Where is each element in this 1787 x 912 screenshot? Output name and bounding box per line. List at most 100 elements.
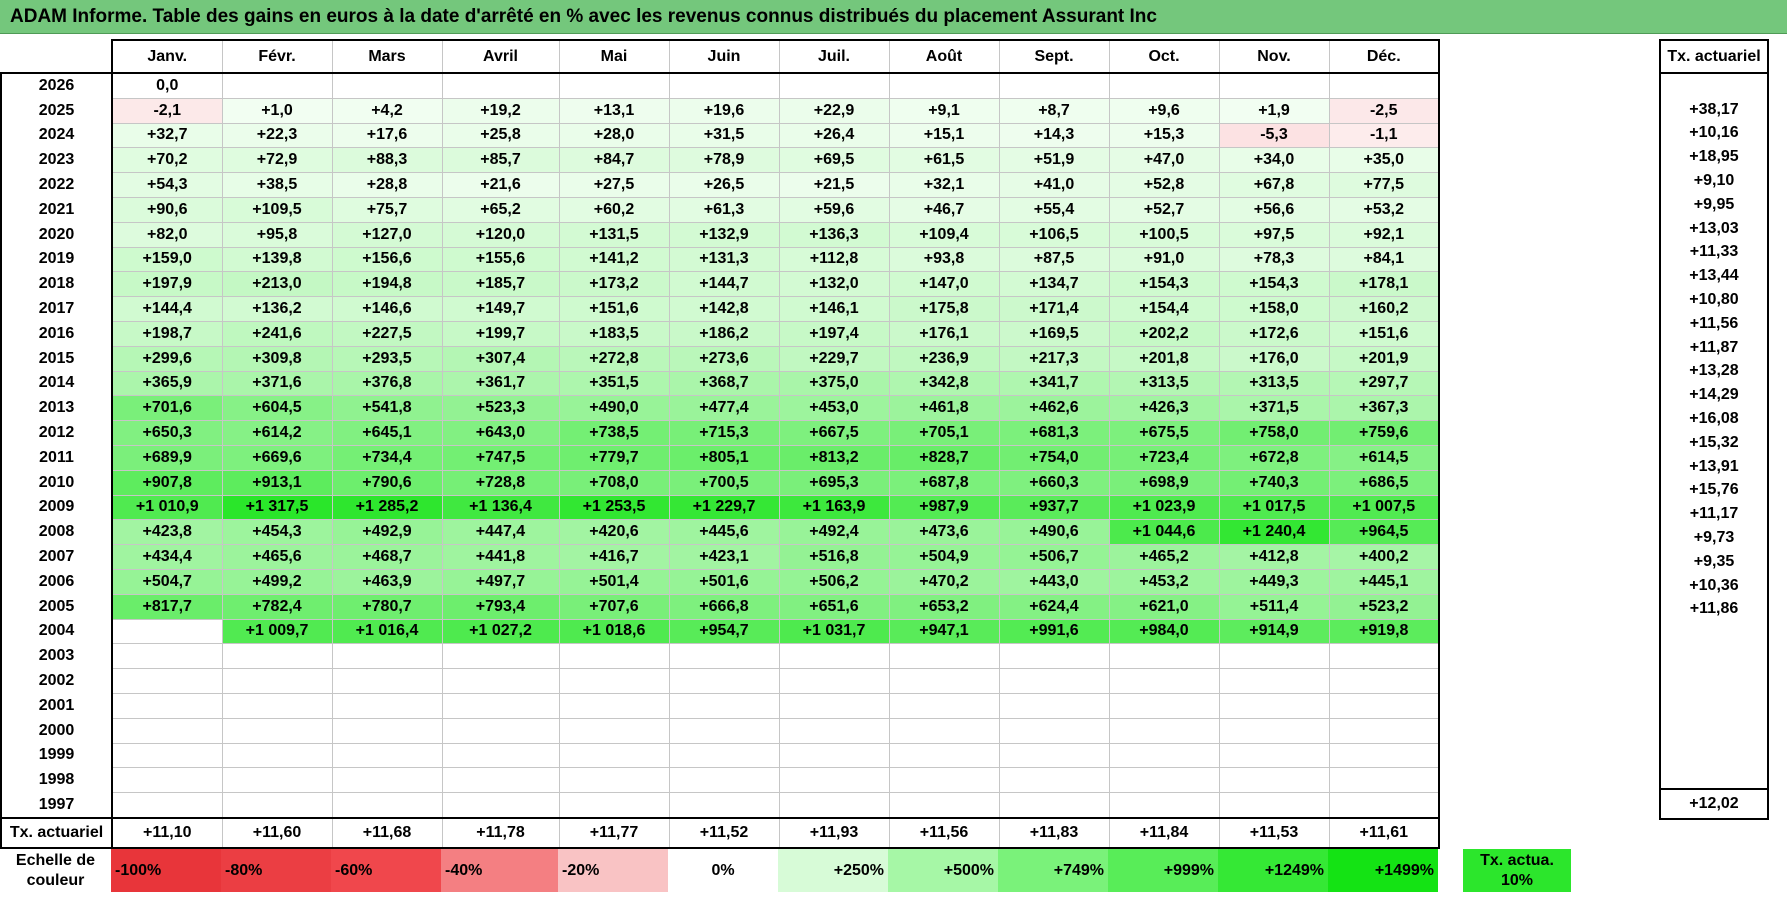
gain-cell bbox=[888, 72, 1000, 99]
gain-cell: +907,8 bbox=[111, 469, 223, 496]
month-header: Oct. bbox=[1108, 39, 1220, 74]
gain-cell bbox=[1218, 692, 1330, 719]
gain-cell: +643,0 bbox=[441, 420, 560, 446]
gain-cell: +506,7 bbox=[998, 544, 1110, 570]
gain-cell: +423,8 bbox=[111, 519, 223, 546]
table-row: 2015 +299,6 +309,8 +293,5 +307,4 +272,8 +273,6… bbox=[0, 345, 1440, 372]
gain-cell bbox=[1108, 792, 1220, 819]
legend-swatch: -100% bbox=[111, 849, 221, 892]
gain-cell: +707,6 bbox=[558, 593, 670, 620]
gain-cell: +197,4 bbox=[778, 320, 890, 347]
gain-cell bbox=[331, 742, 443, 769]
year-label: 1999 bbox=[0, 743, 113, 768]
gain-cell: +78,3 bbox=[1218, 246, 1330, 273]
gain-cell: +375,0 bbox=[778, 370, 890, 397]
gain-cell: +341,7 bbox=[998, 370, 1110, 397]
gain-cell: +461,8 bbox=[888, 395, 1000, 422]
gain-cell bbox=[778, 792, 890, 819]
side-row: +13,28 bbox=[1659, 359, 1769, 384]
gain-cell bbox=[331, 717, 443, 744]
gain-cell bbox=[778, 668, 890, 694]
gain-cell bbox=[221, 72, 333, 99]
gain-cell bbox=[998, 767, 1110, 794]
gain-cell: +490,6 bbox=[998, 519, 1110, 546]
legend-swatch: 0% bbox=[668, 849, 778, 892]
gain-cell bbox=[221, 717, 333, 744]
gain-cell bbox=[1328, 668, 1440, 694]
gain-cell: +169,5 bbox=[998, 320, 1110, 347]
gain-cell: +151,6 bbox=[1328, 320, 1440, 347]
gain-cell bbox=[998, 643, 1110, 670]
gain-cell: +142,8 bbox=[668, 296, 780, 322]
gain-cell: +147,0 bbox=[888, 271, 1000, 298]
side-row: +11,33 bbox=[1659, 240, 1769, 265]
side-row: +18,95 bbox=[1659, 145, 1769, 170]
month-header: Mai bbox=[558, 39, 670, 74]
gain-cell: +445,6 bbox=[668, 519, 780, 546]
gain-cell bbox=[778, 767, 890, 794]
side-row: +10,80 bbox=[1659, 288, 1769, 312]
gain-cell: +1 253,5 bbox=[558, 494, 670, 521]
legend-swatch: +999% bbox=[1108, 849, 1218, 892]
gain-cell: +465,2 bbox=[1108, 544, 1220, 570]
gain-cell: +1 018,6 bbox=[558, 618, 670, 645]
gain-cell: +69,5 bbox=[778, 147, 890, 174]
gain-cell: +371,5 bbox=[1218, 395, 1330, 422]
table-row: 2019 +159,0 +139,8 +156,6 +155,6 +141,2 +131,3… bbox=[0, 246, 1440, 273]
gain-cell: +9,1 bbox=[888, 97, 1000, 124]
overall-rate-cell: +12,02 bbox=[1659, 787, 1769, 820]
year-label: 2012 bbox=[0, 420, 113, 446]
monthly-rate-cell: +11,77 bbox=[558, 816, 670, 849]
gain-cell: 0,0 bbox=[111, 72, 223, 99]
month-header: Mars bbox=[331, 39, 443, 74]
gain-cell: +34,0 bbox=[1218, 147, 1330, 174]
gain-cell: +17,6 bbox=[331, 122, 443, 149]
gain-cell bbox=[668, 643, 780, 670]
gains-table: Janv. Févr. Mars Avril Mai Juin Juil. Août Sept.… bbox=[0, 39, 1440, 849]
actuarial-total-row: Tx. actuariel +11,10 +11,60 +11,68 +11,78 +11… bbox=[0, 816, 1440, 849]
gain-cell: +213,0 bbox=[221, 271, 333, 298]
gain-cell bbox=[668, 767, 780, 794]
gain-cell bbox=[441, 717, 560, 744]
year-label: 2017 bbox=[0, 296, 113, 322]
gain-cell: +77,5 bbox=[1328, 172, 1440, 198]
gain-cell: +272,8 bbox=[558, 345, 670, 372]
table-row: 2026 0,0 bbox=[0, 72, 1440, 99]
gain-cell: +60,2 bbox=[558, 196, 670, 223]
year-rate-cell: +13,03 bbox=[1659, 216, 1769, 241]
gain-cell: +41,0 bbox=[998, 172, 1110, 198]
monthly-rate-cell: +11,78 bbox=[441, 816, 560, 849]
gain-cell bbox=[1328, 717, 1440, 744]
gain-cell bbox=[558, 692, 670, 719]
gain-cell: +511,4 bbox=[1218, 593, 1330, 620]
gain-cell bbox=[331, 792, 443, 819]
gain-cell bbox=[778, 643, 890, 670]
gain-cell bbox=[441, 692, 560, 719]
table-row: 2022 +54,3 +38,5 +28,8 +21,6 +27,5 +26,5 +21,5 +… bbox=[0, 172, 1440, 198]
gain-cell bbox=[668, 692, 780, 719]
side-row: +9,35 bbox=[1659, 549, 1769, 574]
gain-cell: +991,6 bbox=[998, 618, 1110, 645]
gain-cell: +21,5 bbox=[778, 172, 890, 198]
gain-cell: +708,0 bbox=[558, 469, 670, 496]
gain-cell: +416,7 bbox=[558, 544, 670, 570]
gain-cell: +919,8 bbox=[1328, 618, 1440, 645]
monthly-rate-cell: +11,56 bbox=[888, 816, 1000, 849]
gain-cell bbox=[888, 692, 1000, 719]
month-header: Août bbox=[888, 39, 1000, 74]
gain-cell bbox=[998, 717, 1110, 744]
gain-cell: +445,1 bbox=[1328, 568, 1440, 595]
year-rate-cell: +10,80 bbox=[1659, 288, 1769, 312]
gain-cell: +132,0 bbox=[778, 271, 890, 298]
gain-cell: +106,5 bbox=[998, 221, 1110, 248]
gain-cell: +614,5 bbox=[1328, 444, 1440, 471]
year-label: 2016 bbox=[0, 321, 113, 347]
gain-cell: +171,4 bbox=[998, 296, 1110, 322]
year-rate-cell: +9,10 bbox=[1659, 169, 1769, 193]
gain-cell bbox=[111, 618, 223, 645]
gain-cell: +154,4 bbox=[1108, 296, 1220, 322]
gain-cell: +38,5 bbox=[221, 172, 333, 198]
gain-cell bbox=[111, 668, 223, 694]
gain-cell: +1 044,6 bbox=[1108, 519, 1220, 546]
gain-cell: +687,8 bbox=[888, 469, 1000, 496]
